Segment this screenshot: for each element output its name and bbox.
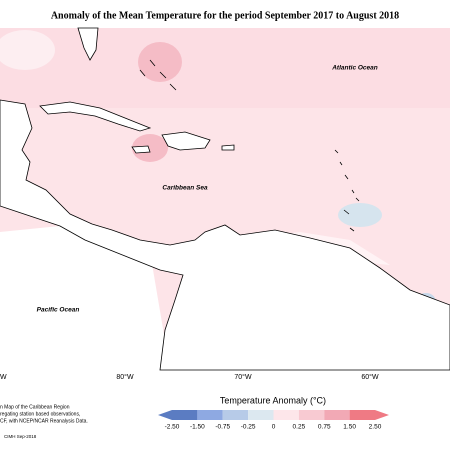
note: n Map of the Caribbean Region (0, 404, 70, 410)
colorbar-tick-label: 0.75 (318, 424, 331, 431)
ocean-label: Pacific Ocean (37, 307, 80, 314)
colorbar-tick-label: -0.75 (215, 424, 230, 431)
colorbar-segment (222, 410, 249, 420)
colorbar-tick-label: 2.50 (369, 424, 382, 431)
colorbar-tick-label: 0 (272, 424, 276, 431)
ocean-label: Atlantic Ocean (331, 65, 378, 72)
hispaniola (161, 131, 211, 151)
longitude-label: 70°W (234, 373, 252, 381)
colorbar-end (158, 410, 172, 420)
lesser-antilles (334, 149, 360, 232)
anomaly-patch (338, 203, 382, 227)
anomaly-patch (132, 134, 168, 162)
longitude-label: 90°W (0, 373, 7, 381)
colorbar-segment (324, 410, 350, 420)
colorbar-tick-label: -2.50 (165, 424, 180, 431)
map: Atlantic Ocean Caribbean Sea Pacific Oce… (0, 27, 450, 371)
colorbar-tick-label: -1.50 (190, 424, 205, 431)
colorbar-end (375, 410, 389, 420)
colorbar: -2.50 -1.50 -0.75 -0.25 0 0.25 0.75 1.50 2.50 (158, 410, 389, 431)
colorbar-segment (248, 410, 274, 420)
colorbar-segment (349, 410, 375, 420)
jamaica (131, 145, 151, 154)
colorbar-segment (197, 410, 223, 420)
sea-shade (0, 28, 450, 108)
note: CF, with NCEP/NCAR Reanalysis Data. (0, 418, 88, 424)
mainland (0, 99, 450, 371)
title: Anomaly of the Mean Temperature for the … (51, 10, 399, 21)
colorbar-segment (273, 410, 299, 420)
colorbar-tick-label: 1.50 (343, 424, 356, 431)
colorbar-segment (298, 410, 325, 420)
credit: CIMH Sep-2018 (4, 434, 37, 439)
longitude-labels: 90°W 80°W 70°W 60°W (0, 373, 379, 381)
legend-title: Temperature Anomaly (°C) (220, 395, 326, 405)
pacific-neutral (0, 226, 170, 370)
colorbar-segment (172, 410, 198, 420)
colorbar-tick-label: -0.25 (241, 424, 256, 431)
anomaly-patch (138, 42, 182, 82)
longitude-label: 80°W (116, 373, 134, 381)
longitude-label: 60°W (361, 373, 379, 381)
puerto-rico (221, 144, 235, 151)
colorbar-tick-label: 0.25 (293, 424, 306, 431)
florida (77, 27, 99, 61)
note: regating station based observations, (0, 411, 80, 417)
cuba (39, 101, 152, 132)
sea-label: Caribbean Sea (162, 185, 208, 192)
bahamas (139, 59, 177, 91)
anomaly-patch (0, 30, 55, 70)
